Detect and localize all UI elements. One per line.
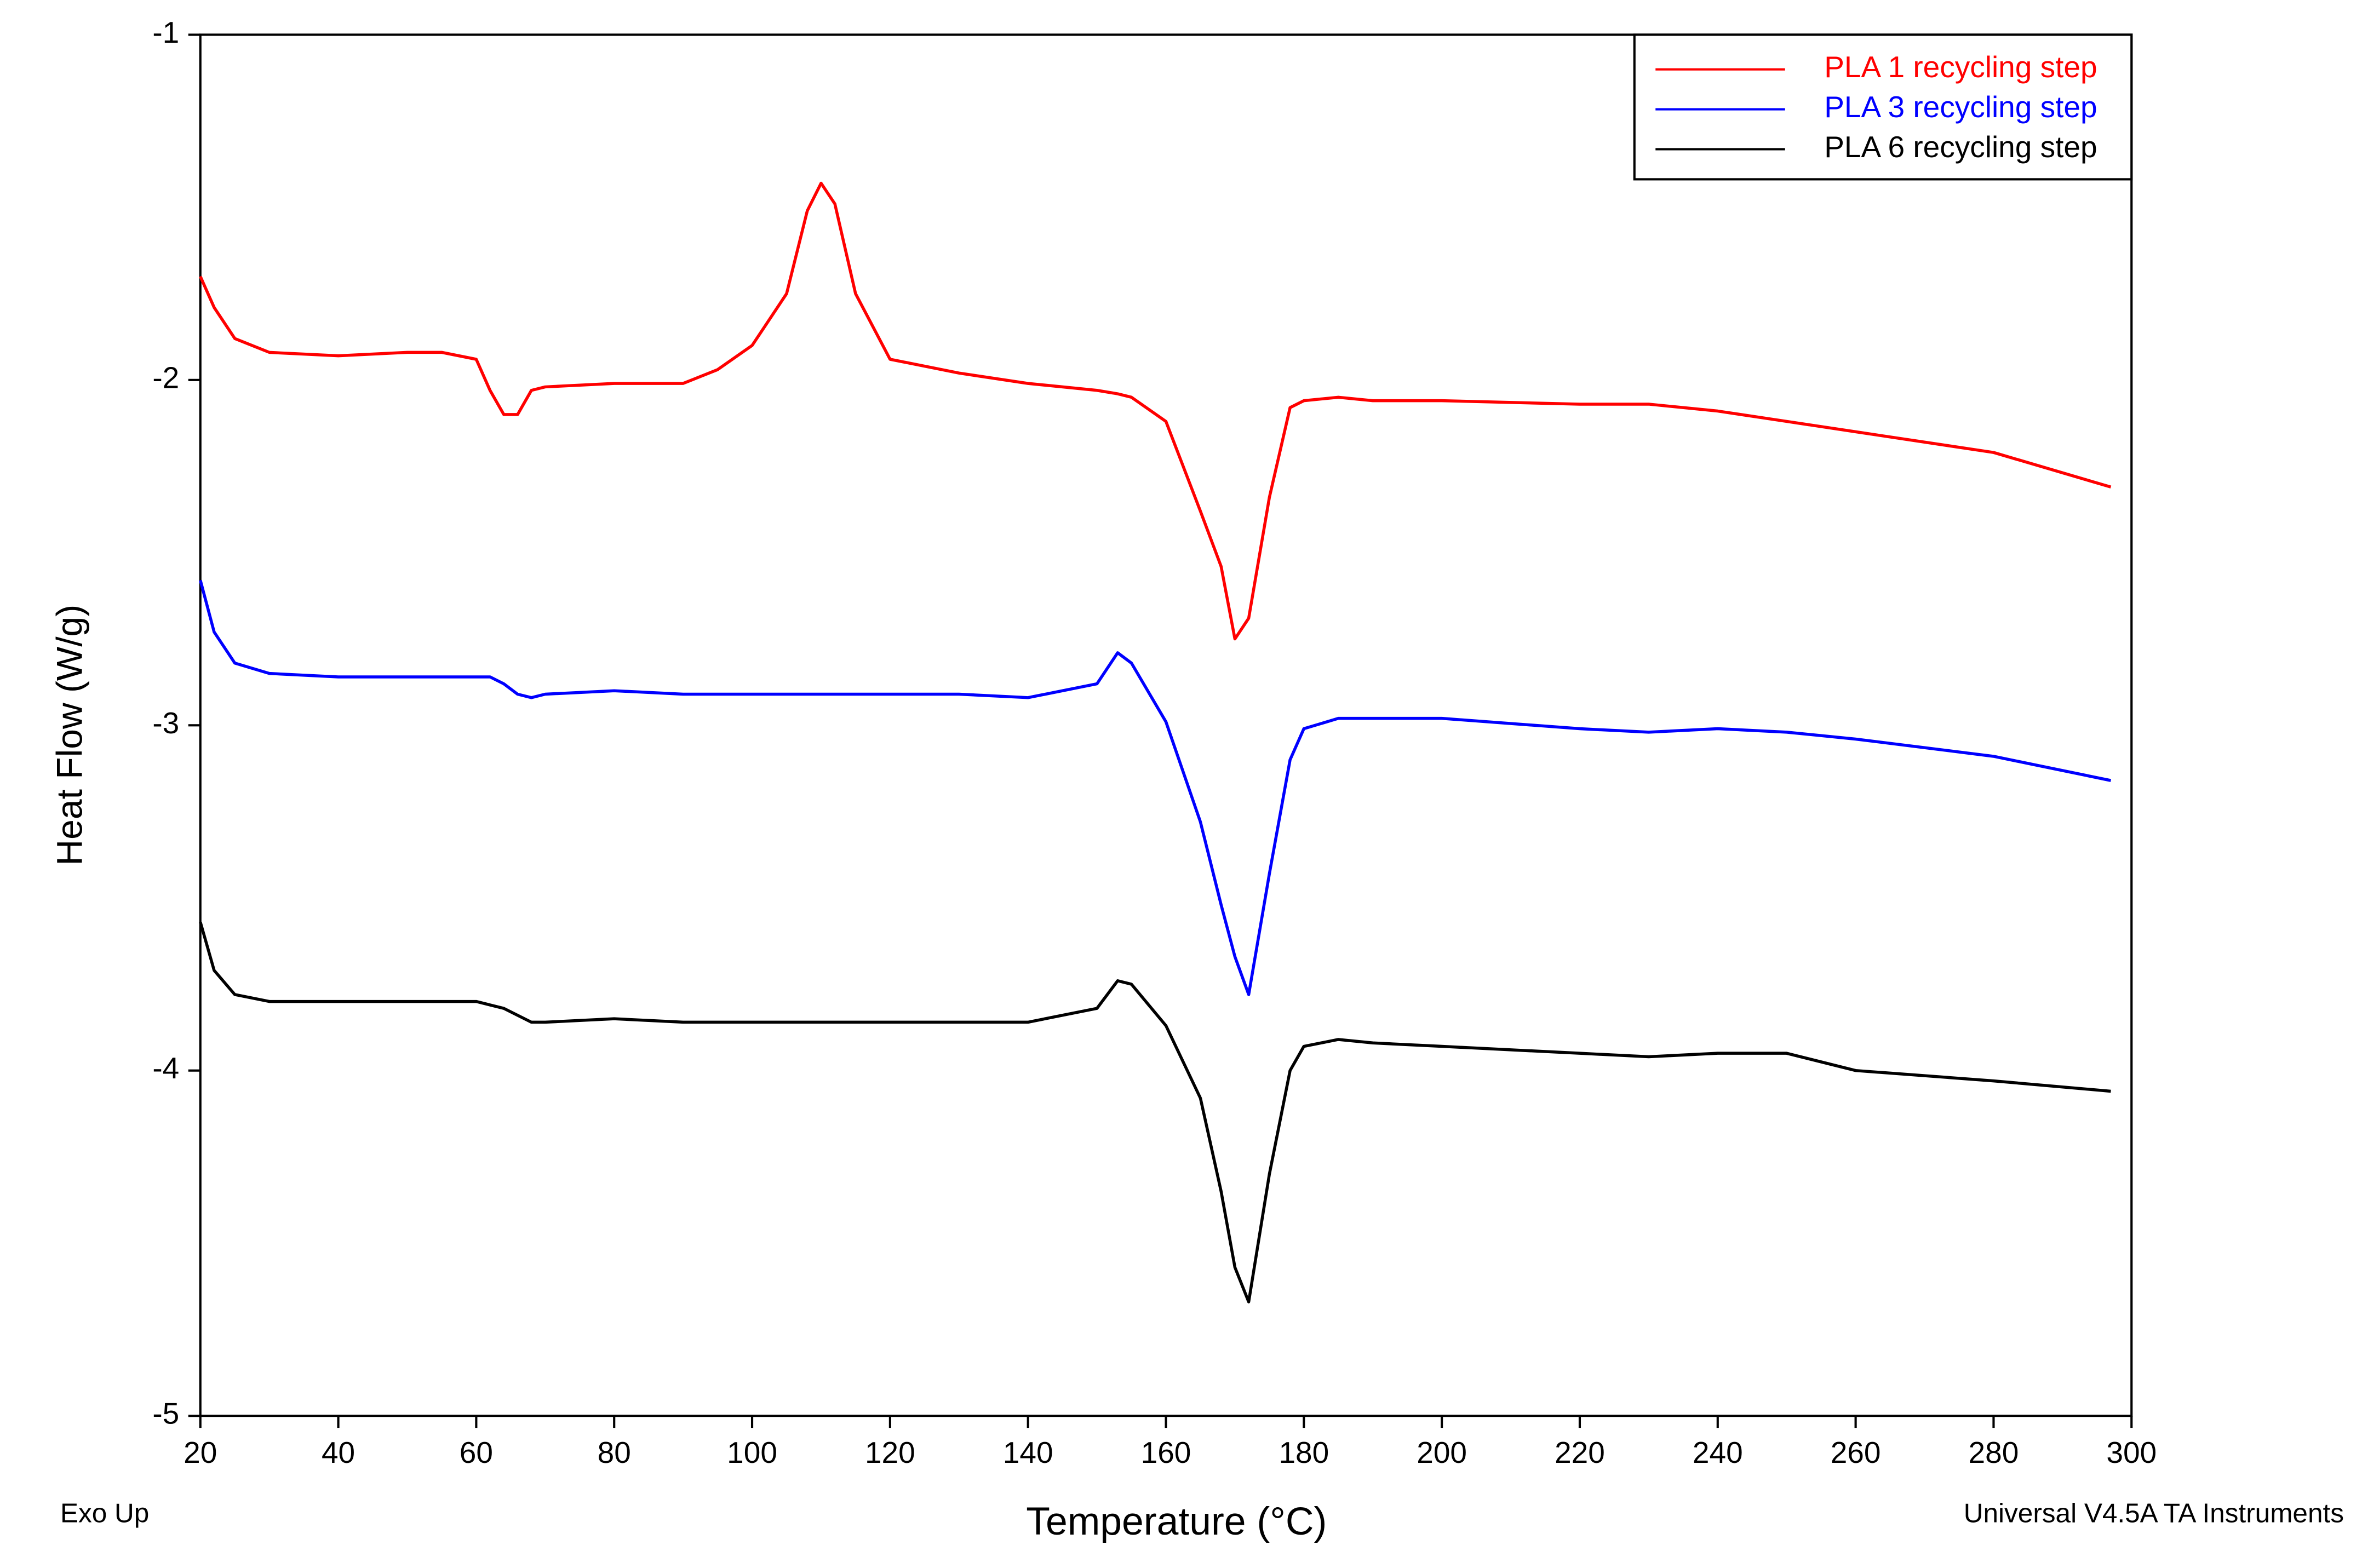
legend-label: PLA 6 recycling step bbox=[1824, 130, 2097, 164]
y-tick-label: -2 bbox=[152, 360, 179, 394]
x-tick-label: 80 bbox=[598, 1435, 631, 1469]
y-tick-label: -1 bbox=[152, 15, 179, 49]
x-tick-label: 280 bbox=[1969, 1435, 2019, 1469]
x-tick-label: 40 bbox=[322, 1435, 355, 1469]
x-tick-label: 60 bbox=[460, 1435, 493, 1469]
data-line bbox=[199, 579, 2112, 996]
x-tick-label: 260 bbox=[1831, 1435, 1881, 1469]
x-tick-label: 300 bbox=[2106, 1435, 2157, 1469]
x-tick-label: 120 bbox=[865, 1435, 915, 1469]
y-tick-label: -5 bbox=[152, 1397, 179, 1431]
legend-box bbox=[1633, 33, 2133, 181]
annotation: Exo Up bbox=[60, 1498, 149, 1529]
legend-label: PLA 1 recycling step bbox=[1824, 50, 2097, 84]
data-line bbox=[199, 921, 2111, 1303]
x-axis-label: Temperature (°C) bbox=[1026, 1500, 1327, 1543]
y-tick-label: -4 bbox=[152, 1051, 179, 1085]
x-tick-label: 200 bbox=[1417, 1435, 1467, 1469]
y-tick-label: -3 bbox=[152, 706, 179, 740]
annotation: Universal V4.5A TA Instruments bbox=[1964, 1498, 2344, 1529]
x-tick-label: 140 bbox=[1003, 1435, 1053, 1469]
data-line bbox=[199, 181, 2112, 641]
x-tick-label: 240 bbox=[1693, 1435, 1743, 1469]
y-axis-label: Heat Flow (W/g) bbox=[49, 605, 89, 866]
x-tick-label: 220 bbox=[1555, 1435, 1605, 1469]
x-tick-label: 20 bbox=[184, 1435, 217, 1469]
x-tick-label: 100 bbox=[727, 1435, 777, 1469]
x-tick-label: 160 bbox=[1141, 1435, 1191, 1469]
legend-label: PLA 3 recycling step bbox=[1824, 90, 2097, 124]
x-tick-label: 180 bbox=[1279, 1435, 1329, 1469]
